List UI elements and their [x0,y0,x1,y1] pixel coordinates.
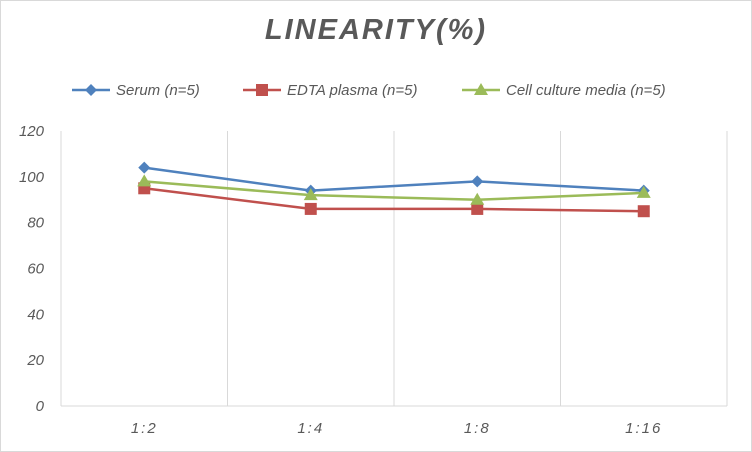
data-point-triangle [470,192,485,205]
legend-marker-serum [72,84,110,96]
x-tick-label: 1:8 [464,420,491,437]
legend-item-serum: Serum (n=5) [72,80,200,100]
data-point-square [637,205,650,218]
y-tick-label: 120 [19,123,45,140]
data-point-square [304,202,317,215]
data-point-triangle [303,188,318,201]
legend-label-cell-culture-media: Cell culture media (n=5) [506,81,666,99]
y-tick-label: 80 [27,215,44,232]
data-point-diamond [471,175,484,188]
legend-item-edta-plasma: EDTA plasma (n=5) [243,80,417,100]
y-tick-label: 20 [26,352,44,369]
x-tick-label: 1:4 [297,420,324,437]
data-point-triangle [636,185,651,198]
data-point-triangle [137,174,152,187]
y-tick-label: 60 [27,261,44,278]
legend-label-serum: Serum (n=5) [116,81,200,99]
y-tick-label: 100 [19,169,45,186]
x-tick-label: 1:2 [131,420,158,437]
series-line-1 [144,187,644,213]
chart-legend: Serum (n=5) EDTA plasma (n=5) Cell cultu… [0,80,752,100]
data-point-square [471,202,484,215]
y-tick-label: 40 [27,306,44,323]
legend-marker-cell-culture-media [462,83,500,95]
y-tick-label: 0 [36,398,45,415]
legend-marker-edta-plasma [243,84,281,96]
data-point-diamond [138,161,151,174]
legend-item-cell-culture-media: Cell culture media (n=5) [462,80,666,100]
series-line-2 [144,180,644,201]
x-tick-label: 1:16 [625,420,662,437]
series-line-0 [144,166,644,192]
chart-title: LINEARITY(%) [264,14,488,46]
legend-label-edta-plasma: EDTA plasma (n=5) [287,81,418,99]
